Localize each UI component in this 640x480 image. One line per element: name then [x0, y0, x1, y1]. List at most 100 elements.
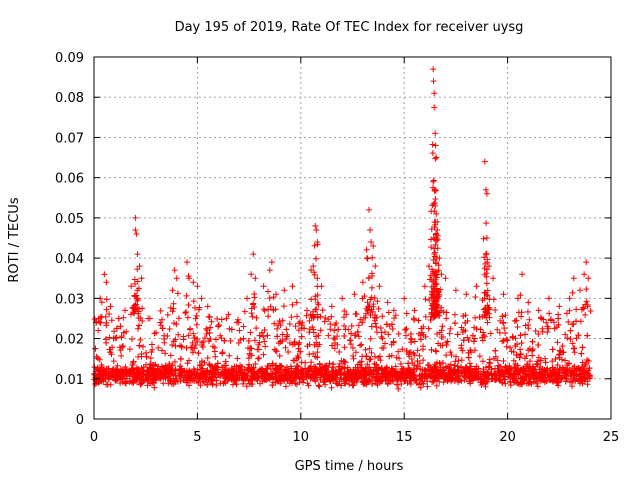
- data-point: [120, 314, 127, 321]
- data-point: [218, 316, 225, 323]
- data-point: [366, 303, 373, 310]
- data-point: [199, 369, 206, 376]
- data-point: [549, 358, 556, 365]
- data-point: [484, 287, 491, 294]
- data-point: [513, 317, 520, 324]
- data-point: [236, 327, 243, 334]
- data-point: [238, 363, 245, 370]
- data-point: [385, 309, 392, 316]
- data-point: [462, 312, 469, 319]
- data-point: [239, 374, 246, 381]
- data-point: [411, 375, 418, 382]
- data-point: [174, 290, 181, 297]
- data-point: [429, 379, 436, 386]
- data-point: [584, 332, 591, 339]
- data-point: [247, 329, 254, 336]
- data-point: [306, 317, 313, 324]
- data-point: [562, 372, 569, 379]
- data-point: [420, 331, 427, 338]
- data-point: [336, 360, 343, 367]
- data-point: [348, 323, 355, 330]
- data-point: [293, 355, 300, 362]
- data-point: [120, 342, 127, 349]
- data-point: [272, 347, 279, 354]
- data-point: [530, 365, 537, 372]
- data-point: [222, 366, 229, 373]
- data-point: [522, 331, 529, 338]
- data-point: [500, 291, 507, 298]
- data-point: [510, 357, 517, 364]
- data-point: [297, 318, 304, 325]
- data-point: [170, 300, 177, 307]
- data-point: [361, 293, 368, 300]
- data-point: [341, 333, 348, 340]
- data-point: [390, 307, 397, 314]
- data-point: [369, 308, 376, 315]
- data-point: [456, 377, 463, 384]
- data-point: [326, 360, 333, 367]
- data-point: [433, 382, 440, 389]
- data-point: [579, 344, 586, 351]
- data-point: [486, 356, 493, 363]
- data-point: [294, 362, 301, 369]
- data-point: [542, 355, 549, 362]
- data-point: [159, 325, 166, 332]
- data-point: [325, 332, 332, 339]
- data-point: [432, 155, 439, 162]
- data-point: [430, 178, 437, 185]
- data-point: [248, 271, 255, 278]
- data-point: [472, 294, 479, 301]
- data-point: [248, 366, 255, 373]
- data-point: [428, 226, 435, 233]
- data-point: [419, 375, 426, 382]
- data-point: [167, 366, 174, 373]
- data-point: [506, 367, 513, 374]
- data-point: [539, 325, 546, 332]
- data-point: [447, 349, 454, 356]
- data-point: [586, 365, 593, 372]
- data-point: [424, 383, 431, 390]
- data-point: [367, 226, 374, 233]
- data-point: [338, 375, 345, 382]
- data-point: [556, 354, 563, 361]
- data-point: [295, 345, 302, 352]
- data-point: [126, 379, 133, 386]
- data-point: [269, 362, 276, 369]
- data-point: [281, 287, 288, 294]
- data-point: [245, 361, 252, 368]
- data-point: [292, 371, 299, 378]
- data-point: [186, 357, 193, 364]
- data-point: [519, 271, 526, 278]
- data-point: [91, 376, 98, 383]
- data-point: [492, 347, 499, 354]
- data-point: [313, 333, 320, 340]
- data-point: [154, 365, 161, 372]
- data-point: [484, 370, 491, 377]
- data-point: [563, 375, 570, 382]
- data-point: [372, 263, 379, 270]
- data-point: [115, 315, 122, 322]
- data-point: [303, 312, 310, 319]
- data-point: [494, 357, 501, 364]
- data-point: [222, 358, 229, 365]
- data-point: [364, 299, 371, 306]
- data-point: [298, 325, 305, 332]
- data-point: [419, 346, 426, 353]
- data-point: [172, 343, 179, 350]
- data-point: [160, 380, 167, 387]
- data-point: [251, 337, 258, 344]
- data-point: [193, 371, 200, 378]
- data-point: [403, 332, 410, 339]
- data-point: [431, 286, 438, 293]
- data-point: [302, 359, 309, 366]
- data-point: [310, 263, 317, 270]
- data-point: [458, 357, 465, 364]
- data-point: [434, 331, 441, 338]
- data-point: [251, 304, 258, 311]
- data-point: [458, 369, 465, 376]
- x-tick-label: 5: [193, 430, 201, 445]
- data-point: [340, 314, 347, 321]
- data-point: [379, 345, 386, 352]
- data-point: [359, 319, 366, 326]
- data-point: [408, 339, 415, 346]
